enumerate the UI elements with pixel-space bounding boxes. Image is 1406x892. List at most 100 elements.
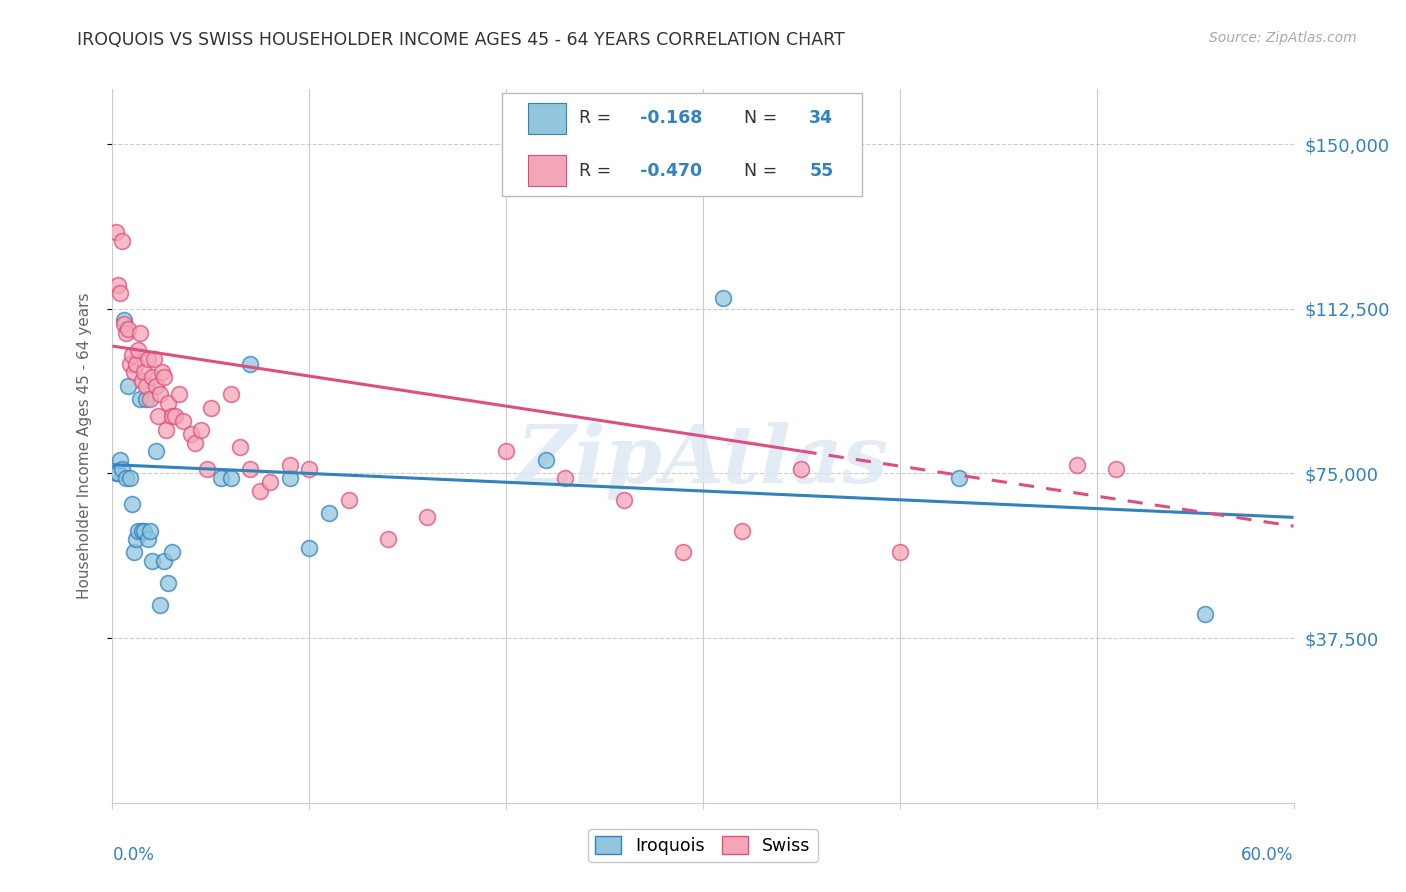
Point	[318, 506, 340, 520]
Text: R =: R =	[579, 110, 617, 128]
Point	[889, 545, 911, 559]
Point	[209, 471, 232, 485]
Point	[790, 462, 813, 476]
FancyBboxPatch shape	[529, 155, 567, 186]
Point	[110, 286, 132, 301]
Point	[149, 387, 172, 401]
Point	[711, 291, 734, 305]
Point	[122, 545, 145, 559]
Point	[105, 467, 128, 481]
Point	[184, 435, 207, 450]
Legend: Iroquois, Swiss: Iroquois, Swiss	[589, 830, 817, 862]
Text: Source: ZipAtlas.com: Source: ZipAtlas.com	[1209, 31, 1357, 45]
Point	[122, 366, 145, 380]
Point	[107, 467, 129, 481]
Text: 34: 34	[810, 110, 834, 128]
Point	[125, 533, 148, 547]
Point	[121, 348, 143, 362]
Y-axis label: Householder Income Ages 45 - 64 years: Householder Income Ages 45 - 64 years	[77, 293, 91, 599]
Point	[131, 524, 153, 538]
Point	[172, 414, 194, 428]
Point	[534, 453, 557, 467]
Point	[115, 471, 138, 485]
Point	[377, 533, 399, 547]
Point	[127, 343, 149, 358]
FancyBboxPatch shape	[502, 93, 862, 196]
Point	[136, 533, 159, 547]
Point	[141, 554, 163, 568]
Point	[156, 396, 179, 410]
Point	[278, 471, 301, 485]
Point	[111, 234, 134, 248]
Point	[278, 458, 301, 472]
FancyBboxPatch shape	[529, 103, 567, 134]
Point	[1105, 462, 1128, 476]
Point	[152, 554, 174, 568]
Point	[149, 598, 172, 612]
Text: N =: N =	[733, 110, 782, 128]
Point	[115, 326, 138, 340]
Point	[259, 475, 281, 490]
Point	[160, 409, 183, 424]
Point	[613, 492, 636, 507]
Point	[139, 392, 162, 406]
Text: R =: R =	[579, 161, 617, 179]
Point	[129, 326, 152, 340]
Point	[155, 423, 177, 437]
Point	[195, 462, 218, 476]
Point	[121, 497, 143, 511]
Point	[298, 462, 321, 476]
Point	[135, 378, 157, 392]
Text: N =: N =	[733, 161, 782, 179]
Point	[111, 462, 134, 476]
Point	[180, 426, 202, 441]
Text: 55: 55	[810, 161, 834, 179]
Point	[337, 492, 360, 507]
Point	[142, 352, 165, 367]
Point	[132, 524, 155, 538]
Point	[139, 524, 162, 538]
Point	[165, 409, 187, 424]
Text: ZipAtlas: ZipAtlas	[517, 422, 889, 499]
Point	[105, 225, 128, 239]
Point	[239, 357, 262, 371]
Point	[219, 387, 242, 401]
Point	[229, 440, 252, 454]
Point	[298, 541, 321, 555]
Text: IROQUOIS VS SWISS HOUSEHOLDER INCOME AGES 45 - 64 YEARS CORRELATION CHART: IROQUOIS VS SWISS HOUSEHOLDER INCOME AGE…	[77, 31, 845, 49]
Point	[554, 471, 576, 485]
Point	[160, 545, 183, 559]
Point	[141, 369, 163, 384]
Point	[145, 378, 167, 392]
Point	[110, 453, 132, 467]
Text: -0.168: -0.168	[634, 110, 703, 128]
Text: -0.470: -0.470	[634, 161, 703, 179]
Point	[731, 524, 754, 538]
Point	[416, 510, 439, 524]
Point	[239, 462, 262, 476]
Point	[672, 545, 695, 559]
Point	[125, 357, 148, 371]
Point	[117, 378, 139, 392]
Point	[1066, 458, 1088, 472]
Text: 60.0%: 60.0%	[1241, 846, 1294, 863]
Point	[169, 387, 191, 401]
Point	[200, 401, 222, 415]
Point	[1194, 607, 1216, 621]
Point	[136, 352, 159, 367]
Point	[150, 366, 173, 380]
Point	[129, 392, 152, 406]
Point	[190, 423, 212, 437]
Point	[120, 357, 142, 371]
Point	[120, 471, 142, 485]
Point	[146, 409, 169, 424]
Point	[112, 317, 135, 331]
Point	[135, 392, 157, 406]
Point	[145, 444, 167, 458]
Point	[495, 444, 517, 458]
Point	[131, 374, 153, 388]
Point	[948, 471, 970, 485]
Point	[132, 366, 155, 380]
Point	[107, 277, 129, 292]
Point	[127, 524, 149, 538]
